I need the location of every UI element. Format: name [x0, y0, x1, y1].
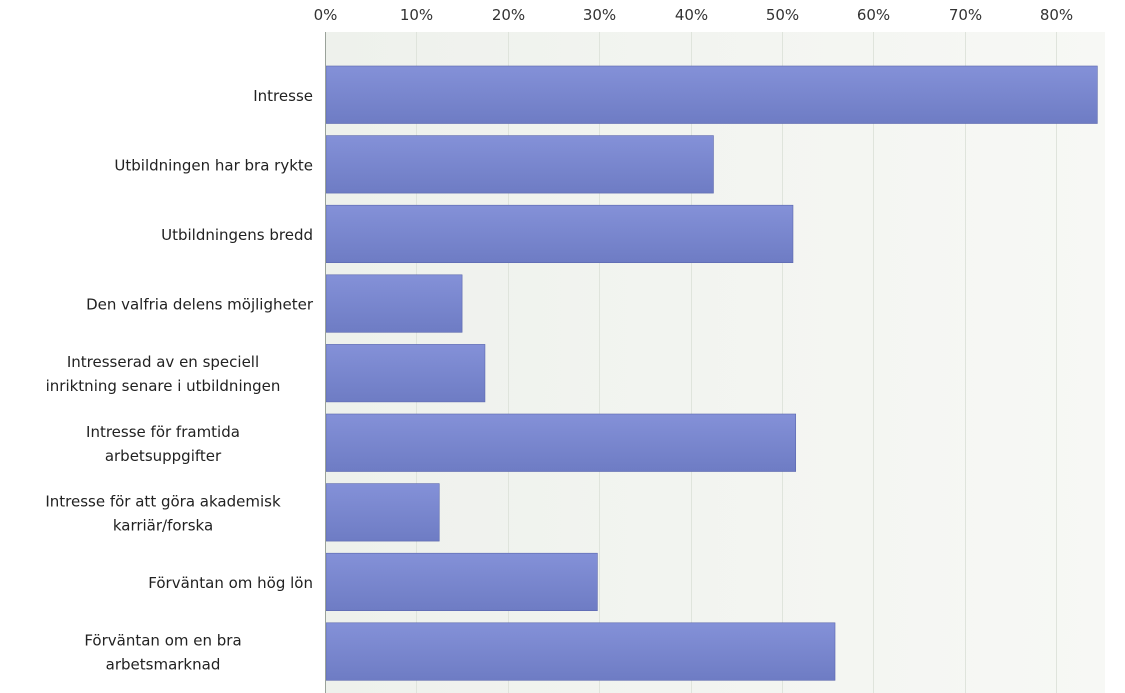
category-label-6: Intresse för att göra akademisk karriär/f… — [45, 492, 281, 534]
category-label-5: Intresse för framtida arbetsuppgifter — [86, 423, 240, 465]
bar-7 — [325, 552, 598, 612]
category-labels: Intresse Utbildningen har bra rykte Utbild… — [45, 87, 313, 674]
category-label-4: Intresserad av en speciell inriktning sen… — [46, 353, 281, 395]
bar-4 — [325, 344, 486, 403]
x-tick-label: 60% — [857, 6, 890, 24]
bar-3 — [325, 274, 463, 333]
x-tick-label: 80% — [1040, 6, 1073, 24]
category-label-2: Utbildningens bredd — [161, 226, 313, 244]
category-label-8: Förväntan om en bra arbetsmarknad — [84, 632, 241, 674]
x-tick-label: 30% — [583, 6, 616, 24]
x-tick-label: 50% — [766, 6, 799, 24]
bar-8 — [325, 622, 836, 681]
bar-2 — [325, 204, 794, 263]
category-label-3: Den valfria delens möjligheter — [86, 296, 314, 314]
x-axis-ticks: 0% 10% 20% 30% 40% 50% 60% 70% 80% — [314, 6, 1074, 24]
bar-5 — [325, 413, 797, 472]
x-tick-label: 40% — [675, 6, 708, 24]
bar-6 — [325, 483, 440, 542]
x-tick-label: 70% — [949, 6, 982, 24]
x-tick-label: 10% — [400, 6, 433, 24]
bars — [325, 65, 1098, 681]
bar-1 — [325, 135, 714, 194]
bar-0 — [325, 65, 1098, 124]
category-label-0: Intresse — [253, 87, 313, 105]
category-label-1: Utbildningen har bra rykte — [114, 156, 313, 174]
category-label-7: Förväntan om hög lön — [148, 574, 313, 592]
x-tick-label: 0% — [314, 6, 338, 24]
x-tick-label: 20% — [492, 6, 525, 24]
